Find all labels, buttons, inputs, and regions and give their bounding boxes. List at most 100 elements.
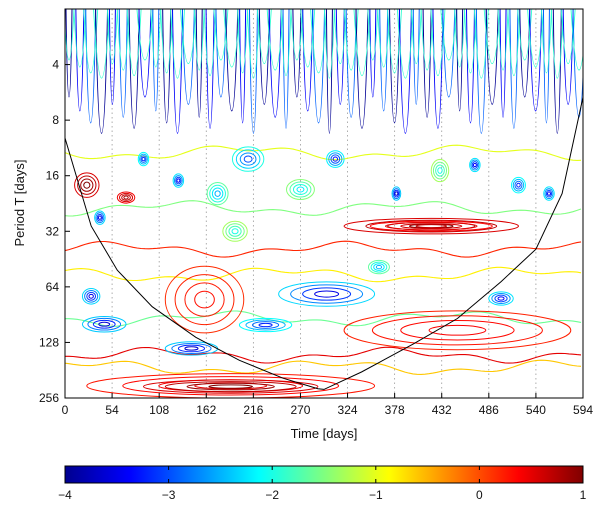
contour-ring — [278, 281, 376, 307]
contour-spike — [369, 9, 377, 98]
contour-spike — [310, 9, 328, 74]
colorbar-tick-label: 1 — [580, 488, 587, 502]
contour-ring — [239, 152, 257, 166]
contour-spike — [302, 9, 314, 112]
contour-ring — [231, 146, 265, 172]
contour-spike — [160, 9, 174, 74]
contour-spike — [152, 9, 160, 112]
contour-ring — [74, 172, 100, 198]
contour-spike — [116, 9, 130, 71]
contour-ring — [510, 176, 526, 194]
contour-ring — [95, 212, 105, 224]
x-axis-ticks: 0 54 108 162 216 270 324 378 432 486 540 594 — [62, 393, 593, 417]
contour-spike — [136, 9, 154, 61]
contour-ring — [123, 195, 129, 200]
contour-ring — [430, 158, 450, 183]
contour-ring — [400, 223, 463, 230]
contour-ring — [314, 290, 340, 298]
contour-ring — [415, 224, 448, 229]
contour-ring — [184, 346, 199, 351]
contour-spike — [485, 9, 499, 105]
contour-spike — [412, 9, 420, 105]
contour-ring — [365, 219, 498, 233]
contour-ring — [121, 194, 131, 201]
cone-of-influence — [65, 96, 583, 390]
colorbar-tick-label: −2 — [265, 488, 279, 502]
contour-ring — [394, 191, 399, 196]
contour-ring — [172, 173, 185, 188]
contour-ring — [141, 156, 146, 162]
contour-ring — [176, 178, 181, 183]
contour-ring — [116, 191, 136, 204]
contour-spike — [108, 9, 116, 105]
x-tick-label: 108 — [149, 403, 169, 417]
contour-ring — [290, 284, 364, 304]
contour-ring — [140, 155, 147, 163]
x-tick-label: 540 — [526, 403, 546, 417]
colorbar-tick-label: −4 — [58, 488, 72, 502]
contour-ring — [245, 319, 286, 331]
contour-spike — [325, 9, 333, 134]
x-tick-label: 0 — [62, 403, 69, 417]
contour-ring — [175, 176, 182, 185]
plot-area — [65, 9, 583, 398]
contour-ring — [371, 315, 543, 346]
contour-ring — [289, 181, 312, 198]
contour-lines — [65, 9, 583, 398]
contour-spike — [432, 9, 444, 129]
contour-ring — [373, 263, 385, 271]
contour-spike — [239, 9, 247, 124]
contour-ring — [164, 265, 245, 334]
contour-ring — [258, 322, 273, 328]
contour-ring — [208, 384, 253, 389]
y-tick-label: 4 — [52, 58, 59, 72]
contour-ring — [77, 175, 97, 195]
contour-spike — [570, 9, 583, 71]
contour-ring — [469, 157, 481, 173]
contour-ring — [206, 181, 229, 206]
contour-ring — [543, 186, 555, 201]
contour-ring — [139, 153, 148, 165]
contour-spike — [75, 9, 85, 112]
y-axis-label: Period T [days] — [12, 160, 27, 247]
contour-spike — [379, 9, 389, 112]
contour-spike — [106, 9, 118, 64]
contour-ring — [228, 225, 242, 237]
contour-ring — [286, 178, 315, 200]
contour-spike — [464, 9, 477, 74]
contour-ring — [243, 155, 253, 163]
contour-spike — [552, 9, 562, 134]
contour-ring — [437, 167, 443, 174]
contour-ring — [384, 221, 478, 231]
y-tick-label: 32 — [46, 224, 60, 238]
contour-ring — [251, 321, 280, 329]
x-tick-label: 378 — [385, 403, 405, 417]
contour-spike — [205, 9, 215, 129]
contour-ring — [428, 324, 487, 336]
contour-ring — [173, 175, 183, 187]
contour-ring — [80, 178, 94, 192]
contour-spike — [268, 9, 282, 118]
contour-spike — [483, 9, 501, 64]
colorbar-tick-label: −1 — [369, 488, 383, 502]
contour-ring — [432, 161, 448, 180]
contour-ring — [96, 213, 103, 222]
contour-spike — [345, 9, 357, 118]
colorbar-ticks: −4 −3 −2 −1 0 1 — [58, 466, 587, 502]
contour-ring — [81, 288, 101, 305]
contour-spike — [377, 9, 391, 68]
y-tick-label: 16 — [46, 169, 60, 183]
contour-band — [65, 240, 582, 258]
x-gridlines — [111, 9, 537, 398]
contour-ring — [164, 381, 297, 393]
contour-ring — [472, 162, 477, 168]
contour-spike — [456, 9, 464, 112]
contour-spike — [266, 9, 284, 71]
contour-ring — [171, 342, 212, 354]
contour-band — [65, 310, 582, 327]
contour-spike — [93, 9, 111, 79]
x-tick-label: 594 — [573, 403, 593, 417]
contour-ring — [119, 192, 134, 203]
contour-ring — [332, 156, 339, 162]
